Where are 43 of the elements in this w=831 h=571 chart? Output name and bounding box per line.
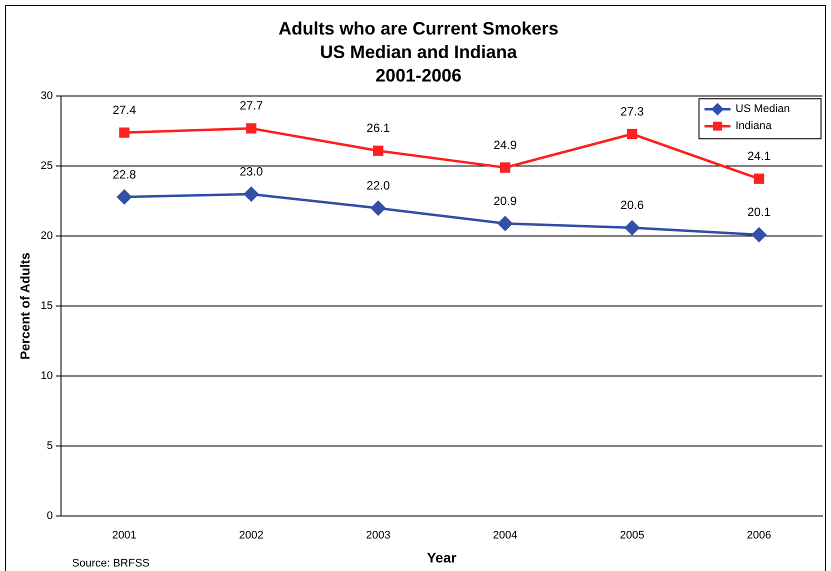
data-label: 20.6: [620, 198, 644, 212]
point: [500, 162, 510, 173]
x-tick-label: 2001: [112, 530, 137, 542]
data-label: 27.7: [240, 98, 264, 113]
point: [373, 146, 384, 156]
legend-label: US Median: [736, 103, 790, 116]
data-label: 23.0: [240, 164, 264, 178]
data-label: 27.3: [620, 104, 644, 118]
data-label: 24.1: [747, 149, 772, 164]
data-label: 20.1: [747, 205, 772, 220]
data-label: 24.9: [493, 138, 518, 152]
point: [626, 128, 638, 140]
point: [119, 127, 130, 138]
y-tick-label: 0: [46, 510, 53, 522]
point: [624, 220, 640, 235]
legend-label: Indiana: [736, 120, 772, 132]
y-tick-label: 5: [46, 440, 53, 452]
y-tick-label: 25: [40, 160, 53, 172]
x-tick-label: 2005: [620, 530, 644, 542]
point: [498, 216, 512, 231]
x-tick-label: 2003: [366, 530, 390, 542]
source-note: Source: BRFSS: [72, 558, 150, 570]
data-label: 22.8: [112, 167, 136, 182]
x-tick-label: 2002: [239, 530, 264, 542]
data-label: 27.4: [112, 102, 136, 117]
y-axis-title: Percent of Adults: [17, 252, 32, 360]
x-axis-title: Year: [426, 549, 458, 566]
data-label: 20.9: [493, 194, 518, 208]
point: [117, 190, 132, 204]
chart-title: Adults who are Current Smokers US Median and Indiana 2001-2006: [278, 18, 559, 86]
y-tick-label: 20: [40, 230, 53, 242]
y-tick-label: 15: [40, 300, 53, 312]
point: [246, 123, 256, 134]
point: [752, 227, 766, 242]
point: [244, 186, 258, 202]
point: [754, 174, 764, 184]
x-tick-label: 2004: [492, 530, 518, 542]
y-tick-label: 10: [40, 370, 53, 382]
x-tick-label: 2006: [746, 530, 772, 542]
data-label: 26.1: [366, 121, 390, 136]
point: [370, 200, 386, 216]
data-label: 22.0: [366, 178, 390, 192]
y-tick-label: 30: [40, 90, 53, 102]
